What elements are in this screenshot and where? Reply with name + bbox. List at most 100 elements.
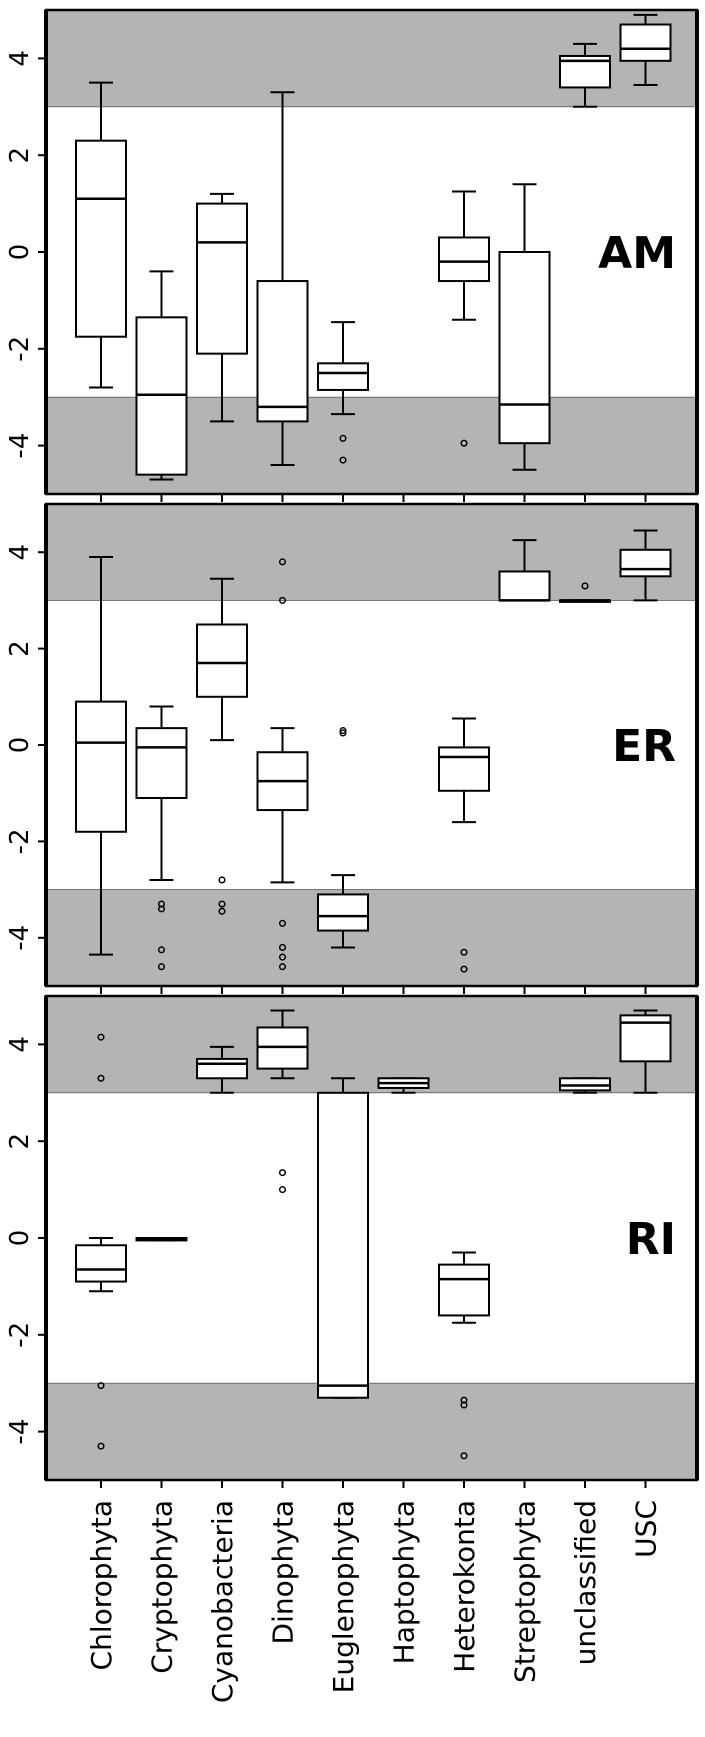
panel-ri-box-chlorophyta-outlier bbox=[97, 1074, 105, 1082]
panel-ri-box-usc bbox=[619, 1009, 672, 1094]
panel-er-box-cryptophyta bbox=[135, 705, 188, 971]
panel-ri-box-heterokonta bbox=[438, 1251, 490, 1460]
panel-ri-box-chlorophyta-outlier bbox=[97, 1442, 105, 1450]
panel-ri-box-cyanobacteria-iqr bbox=[196, 1057, 248, 1080]
panel-am-box-euglenophyta-outlier bbox=[339, 434, 347, 442]
panel-er-box-dinophyta-outlier bbox=[278, 919, 287, 927]
panel-ri-box-euglenophyta-iqr bbox=[317, 1091, 369, 1399]
panel-er-ytick-label: -4 bbox=[5, 925, 35, 951]
panel-er-box-heterokonta-iqr bbox=[438, 746, 490, 792]
panel-er: -4 -2 0 2 4 ER bbox=[5, 502, 699, 994]
category-label-unclassified: unclassified bbox=[569, 1500, 602, 1665]
category-label-heterokonta: Heterokonta bbox=[448, 1500, 481, 1673]
panel-am-box-heterokonta bbox=[438, 190, 490, 447]
panel-er-box-cryptophyta-outlier bbox=[157, 900, 166, 908]
category-label-chlorophyta: Chlorophyta bbox=[85, 1500, 118, 1670]
panel-am-box-cryptophyta bbox=[135, 270, 188, 481]
panel-er-ytick-label: 2 bbox=[5, 640, 35, 657]
panel-ri-box-chlorophyta-outlier bbox=[97, 1033, 105, 1041]
panel-am-label: AM bbox=[598, 228, 676, 279]
panel-er-box-euglenophyta-iqr bbox=[317, 893, 369, 932]
panel-am-box-usc bbox=[619, 13, 672, 87]
panel-ri-band-high bbox=[45, 995, 698, 1094]
panel-am-box-euglenophyta bbox=[317, 321, 369, 464]
panel-er-box-cryptophyta-outlier bbox=[157, 963, 166, 971]
panel-am-ytick-label: -4 bbox=[5, 433, 35, 459]
panel-ri-ytick-label: -2 bbox=[5, 1322, 35, 1348]
panel-er-box-chlorophyta bbox=[75, 556, 127, 956]
panel-er-box-chlorophyta-iqr bbox=[75, 700, 127, 833]
panel-er-band-high bbox=[45, 503, 698, 601]
panel-am-box-unclassified bbox=[559, 42, 611, 108]
panel-er-box-cryptophyta-iqr bbox=[135, 727, 188, 800]
panel-am-ytick-label: -2 bbox=[5, 336, 35, 362]
panel-er-box-usc-iqr bbox=[619, 548, 672, 578]
panel-ri-ytick-label: 4 bbox=[5, 1036, 35, 1053]
panel-am: -4 -2 0 2 4 AM bbox=[5, 8, 699, 502]
category-label-euglenophyta: Euglenophyta bbox=[327, 1500, 360, 1693]
panel-er-box-dinophyta-outlier bbox=[278, 596, 287, 604]
panel-ri-box-euglenophyta bbox=[317, 1077, 369, 1399]
panel-am-box-heterokonta-outlier bbox=[460, 439, 468, 447]
panel-ri-box-heterokonta-outlier bbox=[460, 1401, 468, 1409]
panel-am-ytick-label: 0 bbox=[5, 244, 35, 261]
panel-am-box-heterokonta-iqr bbox=[438, 236, 490, 283]
panel-am-box-cyanobacteria-iqr bbox=[196, 202, 248, 355]
panel-ri-box-unclassified bbox=[559, 1077, 611, 1094]
panel-er-band-low bbox=[45, 889, 698, 987]
panel-ri-box-dinophyta-outlier bbox=[278, 1169, 287, 1177]
panel-ri-box-cryptophyta bbox=[135, 1237, 188, 1242]
category-label-streptophyta: Streptophyta bbox=[509, 1500, 542, 1683]
panel-er-box-cryptophyta-outlier bbox=[157, 946, 166, 954]
category-label-cyanobacteria: Cyanobacteria bbox=[206, 1500, 239, 1703]
panel-ri-box-chlorophyta bbox=[75, 1033, 127, 1450]
panel-er-box-dinophyta-outlier bbox=[278, 558, 287, 566]
panel-er-box-heterokonta-outlier bbox=[460, 948, 468, 956]
panel-er-ytick-label: -2 bbox=[5, 828, 35, 854]
panel-am-box-cyanobacteria bbox=[196, 192, 248, 423]
panel-er-box-dinophyta-outlier bbox=[278, 963, 287, 971]
panel-am-box-euglenophyta-iqr bbox=[317, 362, 369, 391]
panel-am-box-streptophyta bbox=[498, 183, 551, 471]
panel-er-box-heterokonta-outlier bbox=[460, 965, 468, 973]
panel-ri-ytick-label: -4 bbox=[5, 1419, 35, 1445]
panel-er-label: ER bbox=[612, 721, 676, 772]
panel-ri-box-haptophyta bbox=[377, 1077, 430, 1094]
panel-er-box-dinophyta-outlier bbox=[278, 953, 287, 961]
panel-ri-label: RI bbox=[626, 1214, 676, 1265]
panel-er-box-usc bbox=[619, 529, 672, 602]
panel-am-box-dinophyta bbox=[256, 91, 309, 466]
panel-er-box-cyanobacteria-outlier bbox=[218, 876, 226, 884]
panel-am-box-usc-iqr bbox=[619, 23, 672, 62]
panel-ri-ytick-label: 2 bbox=[5, 1133, 35, 1150]
panel-am-box-chlorophyta-iqr bbox=[75, 139, 127, 338]
panel-er-box-euglenophyta-outlier bbox=[339, 729, 347, 737]
category-label-cryptophyta: Cryptophyta bbox=[146, 1500, 179, 1674]
panel-er-box-streptophyta-iqr bbox=[498, 570, 551, 602]
panel-er-ytick-label: 4 bbox=[5, 544, 35, 561]
panel-er-ytick-label: 0 bbox=[5, 737, 35, 754]
panel-ri-box-dinophyta-outlier bbox=[278, 1186, 287, 1194]
panel-ri-box-dinophyta bbox=[256, 1009, 309, 1194]
panel-er-box-unclassified-outlier bbox=[581, 582, 589, 590]
panel-er-box-dinophyta-outlier bbox=[278, 943, 287, 951]
category-label-dinophyta: Dinophyta bbox=[267, 1500, 300, 1644]
panel-am-box-euglenophyta-outlier bbox=[339, 456, 347, 464]
panel-er-box-cyanobacteria-outlier bbox=[218, 907, 226, 915]
panel-ri-box-heterokonta-outlier bbox=[460, 1452, 468, 1460]
panel-er-box-streptophyta bbox=[498, 539, 551, 602]
category-label-usc: USC bbox=[630, 1500, 663, 1558]
panel-am-box-streptophyta-iqr bbox=[498, 251, 551, 445]
panel-ri-ytick-label: 0 bbox=[5, 1230, 35, 1247]
panel-er-box-heterokonta bbox=[438, 717, 490, 973]
panel-er-box-cyanobacteria-outlier bbox=[218, 900, 226, 908]
panel-er-box-unclassified bbox=[559, 582, 611, 603]
panel-er-box-cyanobacteria-iqr bbox=[196, 623, 248, 698]
category-label-haptophyta: Haptophyta bbox=[388, 1500, 421, 1664]
panel-am-box-dinophyta-iqr bbox=[256, 280, 309, 423]
panel-ri-box-cyanobacteria bbox=[196, 1045, 248, 1094]
panel-er-box-euglenophyta bbox=[317, 726, 369, 949]
panel-ri-box-chlorophyta-outlier bbox=[97, 1382, 105, 1390]
panel-am-ytick-label: 4 bbox=[5, 50, 35, 67]
